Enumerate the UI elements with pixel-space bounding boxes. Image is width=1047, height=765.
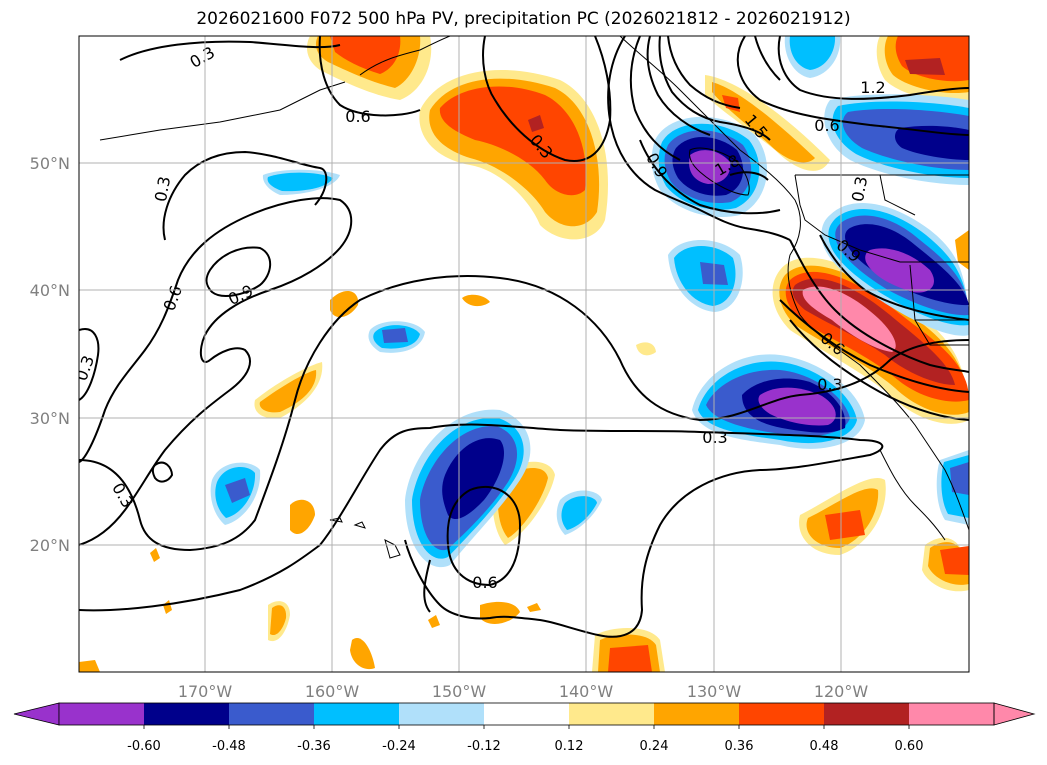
lat-tick-labels: 50°N 40°N 30°N 20°N — [30, 154, 70, 555]
colorbar-extend-max — [993, 702, 1036, 726]
colorbar-tick-label: 0.12 — [555, 739, 584, 754]
lon-tick-label: 140°W — [559, 682, 614, 701]
contour-label: 0.6 — [345, 107, 370, 126]
colorbar-segment — [739, 703, 824, 725]
precip-shading-negative — [210, 36, 969, 568]
gridlines — [79, 36, 969, 672]
colorbar-tick-label: 0.48 — [810, 739, 839, 754]
contour-label: 0.6 — [472, 573, 497, 592]
lat-tick-label: 50°N — [30, 154, 70, 173]
pv-contours — [79, 36, 969, 638]
contour-label: 0.3 — [848, 175, 871, 203]
lon-tick-label: 170°W — [178, 682, 233, 701]
colorbar-segment — [569, 703, 654, 725]
map-frame — [78, 35, 970, 673]
colorbar-segment — [909, 703, 994, 725]
colorbar-tick-label: -0.60 — [127, 739, 161, 754]
colorbar-segment — [59, 703, 144, 725]
chart-title: 2026021600 F072 500 hPa PV, precipitatio… — [196, 9, 851, 29]
lat-tick-label: 30°N — [30, 409, 70, 428]
precip-shading-positive — [79, 36, 969, 672]
coastlines — [99, 36, 969, 559]
colorbar-segment — [144, 703, 229, 725]
lon-tick-label: 150°W — [432, 682, 487, 701]
colorbar-tick-label: -0.48 — [212, 739, 246, 754]
colorbar-tick-label: -0.12 — [467, 739, 501, 754]
contour-label: 1.2 — [860, 78, 885, 97]
colorbar-tick-label: 0.36 — [725, 739, 754, 754]
colorbar-extend-min — [13, 702, 60, 726]
colorbar-tick-labels: -0.60 -0.48 -0.36 -0.24 -0.12 0.12 0.24 0.36 0.4… — [127, 739, 923, 754]
lon-tick-labels: 170°W 160°W 150°W 140°W 130°W 120°W — [178, 682, 869, 701]
colorbar-tick-label: -0.36 — [297, 739, 331, 754]
contour-label: 0.3 — [817, 375, 842, 394]
lon-tick-label: 160°W — [305, 682, 360, 701]
colorbar-segment — [654, 703, 739, 725]
colorbar-segment — [229, 703, 314, 725]
colorbar-frame — [58, 702, 995, 726]
lon-tick-label: 120°W — [814, 682, 869, 701]
colorbar-tick-label: -0.24 — [382, 739, 416, 754]
colorbar-segment — [484, 703, 569, 725]
lat-tick-label: 40°N — [30, 281, 70, 300]
colorbar-tick-label: 0.24 — [640, 739, 669, 754]
colorbar: -0.60 -0.48 -0.36 -0.24 -0.12 0.12 0.24 0.36 0.4… — [13, 702, 1036, 754]
colorbar-segment — [399, 703, 484, 725]
colorbar-segment — [824, 703, 909, 725]
contour-label: 0.3 — [702, 428, 727, 447]
lon-tick-label: 130°W — [687, 682, 742, 701]
map-content: 0.30.30.30.30.60.60.60.60.60.90.90.91.21… — [79, 36, 969, 672]
contour-label: 0.3 — [151, 175, 174, 203]
lat-tick-label: 20°N — [30, 536, 70, 555]
colorbar-segments — [13, 702, 1036, 729]
contour-label: 0.6 — [814, 116, 839, 135]
colorbar-tick-label: 0.60 — [895, 739, 924, 754]
colorbar-segment — [314, 703, 399, 725]
